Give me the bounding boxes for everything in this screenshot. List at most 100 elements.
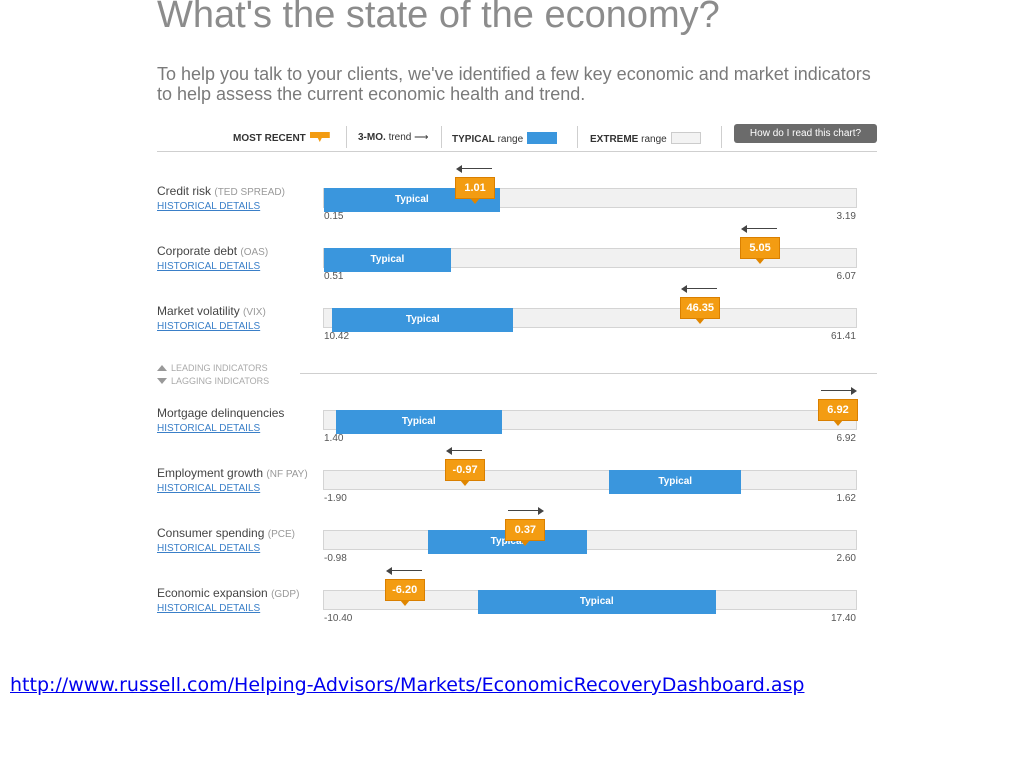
- legend-typical: TYPICAL range: [452, 132, 558, 145]
- range-min-label: 10.42: [324, 331, 350, 342]
- most-recent-marker: 1.01: [455, 177, 496, 204]
- trend-arrow-left-icon: [456, 165, 494, 173]
- typical-swatch-icon: [527, 132, 558, 144]
- lagging-indicators-toggle[interactable]: LAGGING INDICATORS: [157, 376, 269, 386]
- trend-line: [387, 570, 422, 571]
- trend-arrow-right-icon: [819, 387, 857, 395]
- trend-line: [508, 510, 543, 511]
- indicator-label: Corporate debt (OAS): [157, 244, 268, 258]
- trend-arrow-left-icon: [446, 447, 484, 455]
- historical-details-link[interactable]: HISTORICAL DETAILS: [157, 483, 261, 494]
- indicator-name: Market volatility: [157, 304, 240, 318]
- legend-divider: [577, 126, 578, 148]
- legend-trend: 3-MO. trend ⟶: [358, 132, 428, 143]
- how-to-read-button[interactable]: How do I read this chart?: [734, 124, 877, 143]
- indicator-name: Credit risk: [157, 184, 212, 198]
- indicator-label: Employment growth (NF PAY): [157, 466, 308, 480]
- typical-range-bar: Typical: [477, 590, 716, 614]
- range-min-label: -10.40: [324, 613, 353, 624]
- indicator-code: (NF PAY): [266, 469, 308, 480]
- leading-indicators-label: LEADING INDICATORS: [171, 363, 268, 373]
- legend-divider: [346, 126, 347, 148]
- most-recent-marker: -0.97: [445, 459, 486, 486]
- trend-line: [458, 168, 493, 169]
- trend-arrow-left-icon: [681, 285, 719, 293]
- typical-range-bar: Typical: [609, 470, 742, 494]
- trend-line: [821, 390, 855, 391]
- arrowhead-icon: [385, 567, 392, 575]
- arrowhead-icon: [538, 507, 545, 515]
- arrowhead-icon: [741, 225, 748, 233]
- indicator-code: (PCE): [267, 529, 295, 540]
- page-title: What's the state of the economy?: [157, 0, 720, 36]
- range-track: Typical -1.90 1.62 -0.97: [323, 447, 857, 504]
- indicator-code: (GDP): [271, 589, 300, 600]
- range-max-label: 61.41: [830, 331, 856, 342]
- marker-swatch-icon: [309, 132, 330, 142]
- most-recent-marker: 5.05: [740, 237, 781, 264]
- legend-typical-rest: range: [497, 134, 524, 145]
- range-track: Typical 0.51 6.07 5.05: [323, 225, 857, 282]
- historical-details-link[interactable]: HISTORICAL DETAILS: [157, 543, 261, 554]
- historical-details-link[interactable]: HISTORICAL DETAILS: [157, 261, 261, 272]
- range-max-label: 2.60: [836, 553, 856, 564]
- indicator-code: (OAS): [240, 247, 269, 258]
- most-recent-marker: -6.20: [384, 579, 425, 606]
- indicator-name: Consumer spending: [157, 526, 265, 540]
- trend-line: [448, 450, 483, 451]
- historical-details-link[interactable]: HISTORICAL DETAILS: [157, 603, 261, 614]
- source-url-link[interactable]: http://www.russell.com/Helping-Advisors/…: [10, 674, 805, 696]
- historical-details-link[interactable]: HISTORICAL DETAILS: [157, 423, 261, 434]
- arrowhead-icon: [681, 285, 688, 293]
- indicator-name: Economic expansion: [157, 586, 268, 600]
- indicator-label: Mortgage delinquencies: [157, 406, 284, 420]
- trend-arrow-right-icon: [506, 507, 545, 515]
- range-track: Typical 10.42 61.41 46.35: [323, 285, 857, 342]
- range-min-label: -1.90: [324, 493, 347, 504]
- indicator-name: Employment growth: [157, 466, 264, 480]
- legend-most-recent-label: MOST RECENT: [233, 133, 306, 144]
- range-min-label: 0.51: [324, 271, 344, 282]
- chart-legend: MOST RECENT 3-MO. trend ⟶ TYPICAL range …: [157, 124, 877, 152]
- range-min-label: 1.40: [324, 433, 344, 444]
- most-recent-marker: 46.35: [680, 297, 721, 324]
- range-track: Typical 0.15 3.19 1.01: [323, 165, 857, 222]
- range-max-label: 6.92: [836, 433, 856, 444]
- range-min-label: 0.15: [324, 211, 344, 222]
- range-min-label: -0.98: [324, 553, 347, 564]
- arrowhead-icon: [446, 447, 453, 455]
- range-track: Typical -0.98 2.60 0.37: [323, 507, 857, 564]
- lagging-indicators-label: LAGGING INDICATORS: [171, 376, 270, 386]
- arrow-right-icon: ⟶: [414, 132, 429, 143]
- indicator-label: Consumer spending (PCE): [157, 526, 295, 540]
- triangle-up-icon: [157, 365, 167, 371]
- leading-indicators-toggle[interactable]: LEADING INDICATORS: [157, 363, 268, 373]
- most-recent-marker: 6.92: [818, 399, 858, 426]
- typical-range-bar: Typical: [335, 410, 502, 434]
- trend-line: [683, 288, 718, 289]
- legend-divider: [721, 126, 722, 148]
- range-max-label: 17.40: [830, 613, 856, 624]
- section-divider: [300, 373, 877, 374]
- indicator-name: Corporate debt: [157, 244, 238, 258]
- range-max-label: 3.19: [836, 211, 856, 222]
- historical-details-link[interactable]: HISTORICAL DETAILS: [157, 201, 261, 212]
- most-recent-marker: 0.37: [505, 519, 546, 546]
- trend-line: [743, 228, 778, 229]
- trend-arrow-left-icon: [741, 225, 779, 233]
- range-max-label: 1.62: [836, 493, 856, 504]
- legend-extreme-bold: EXTREME: [590, 134, 639, 145]
- indicator-label: Market volatility (VIX): [157, 304, 266, 318]
- legend-divider: [441, 126, 442, 148]
- historical-details-link[interactable]: HISTORICAL DETAILS: [157, 321, 261, 332]
- arrowhead-icon: [851, 387, 857, 395]
- extreme-swatch-icon: [670, 132, 701, 144]
- triangle-down-icon: [157, 378, 167, 384]
- trend-arrow-left-icon: [385, 567, 424, 575]
- indicator-name: Mortgage delinquencies: [157, 406, 285, 420]
- arrowhead-icon: [456, 165, 463, 173]
- legend-trend-bold: 3-MO.: [358, 132, 386, 143]
- typical-range-bar: Typical: [332, 308, 514, 332]
- legend-most-recent: MOST RECENT: [233, 132, 330, 144]
- legend-typical-bold: TYPICAL: [452, 134, 495, 145]
